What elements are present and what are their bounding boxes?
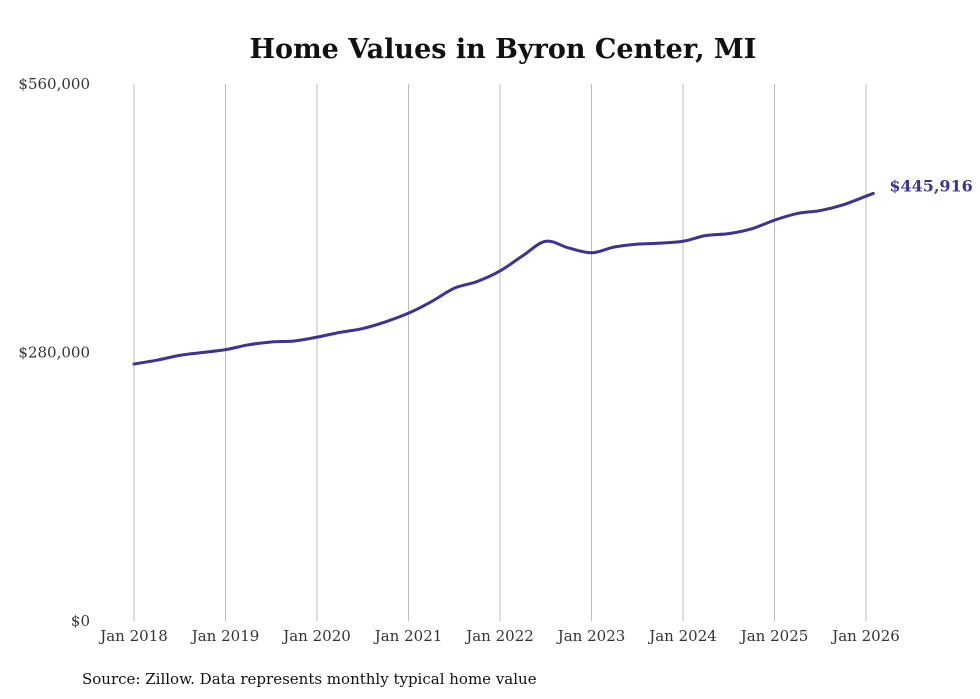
y-axis: $0 $280,000 $560,000 [18, 75, 90, 630]
x-tick-label: Jan 2026 [830, 627, 900, 645]
x-tick-label: Jan 2019 [190, 627, 260, 645]
last-value-label: $445,916 [889, 176, 973, 195]
chart-title: Home Values in Byron Center, MI [250, 34, 757, 65]
y-tick-label: $560,000 [18, 75, 90, 93]
x-axis: Jan 2018 Jan 2019 Jan 2020 Jan 2021 Jan 2022… [98, 627, 900, 645]
gridlines [133, 84, 867, 621]
x-tick-label: Jan 2022 [464, 627, 534, 645]
x-tick-label: Jan 2018 [98, 627, 168, 645]
x-tick-label: Jan 2024 [647, 627, 717, 645]
x-tick-label: Jan 2020 [281, 627, 351, 645]
series-line [132, 191, 875, 366]
y-tick-label: $0 [71, 612, 90, 630]
x-tick-label: Jan 2025 [739, 627, 809, 645]
x-tick-label: Jan 2023 [556, 627, 626, 645]
source-note: Source: Zillow. Data represents monthly … [82, 670, 537, 688]
x-tick-label: Jan 2021 [373, 627, 443, 645]
y-tick-label: $280,000 [18, 344, 90, 362]
